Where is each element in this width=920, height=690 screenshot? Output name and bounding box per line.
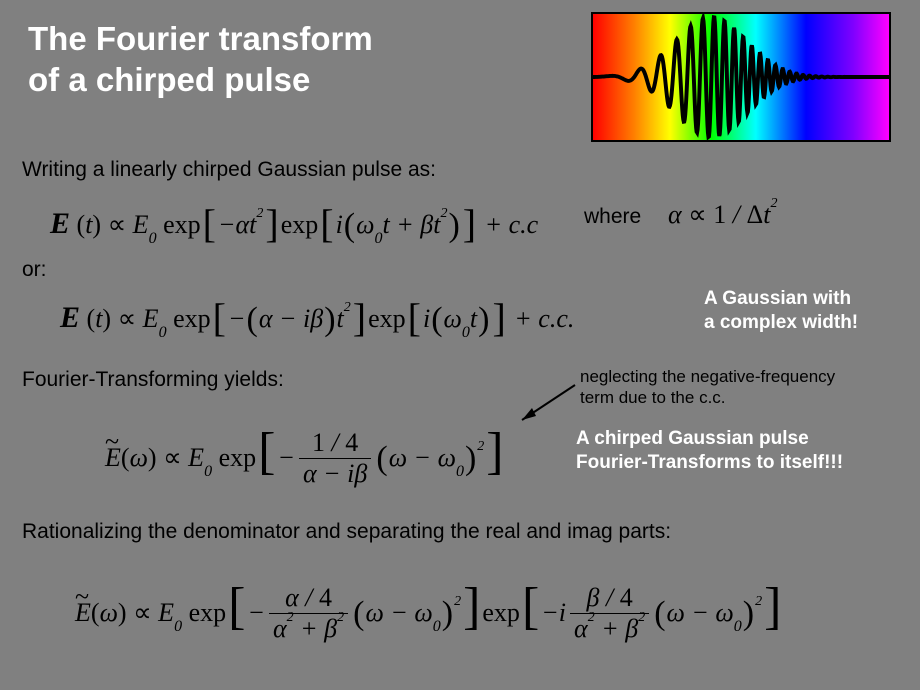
equation-3: E~(ω) ∝ E0 exp[−1 / 4α − iβ(ω − ω0)2] bbox=[105, 420, 506, 491]
chirp-visualization bbox=[591, 12, 891, 142]
where-label: where bbox=[584, 205, 641, 229]
page-title: The Fourier transform of a chirped pulse bbox=[28, 18, 373, 101]
chirp-waveform-icon bbox=[593, 14, 889, 140]
note-neglecting: neglecting the negative-frequency term d… bbox=[580, 366, 835, 409]
intro-line-1: Writing a linearly chirped Gaussian puls… bbox=[22, 158, 436, 182]
or-label: or: bbox=[22, 258, 47, 282]
arrow-icon bbox=[510, 380, 580, 430]
equation-1: E (t) ∝ E0 exp[−αt2]exp[i(ω0t + βt2)] + … bbox=[50, 196, 538, 244]
intro-line-2: Fourier-Transforming yields: bbox=[22, 368, 284, 392]
highlight-self-transform: A chirped Gaussian pulse Fourier-Transfo… bbox=[576, 427, 843, 475]
highlight-gaussian-width: A Gaussian with a complex width! bbox=[704, 287, 858, 335]
equation-alpha: α ∝ 1 / Δt2 bbox=[668, 200, 777, 230]
equation-4: E~(ω) ∝ E0 exp[−α / 4α2 + β2(ω − ω0)2]ex… bbox=[75, 575, 783, 646]
equation-2: E (t) ∝ E0 exp[−(α − iβ)t2]exp[i(ω0t)] +… bbox=[60, 290, 574, 338]
intro-line-3: Rationalizing the denominator and separa… bbox=[22, 520, 671, 544]
